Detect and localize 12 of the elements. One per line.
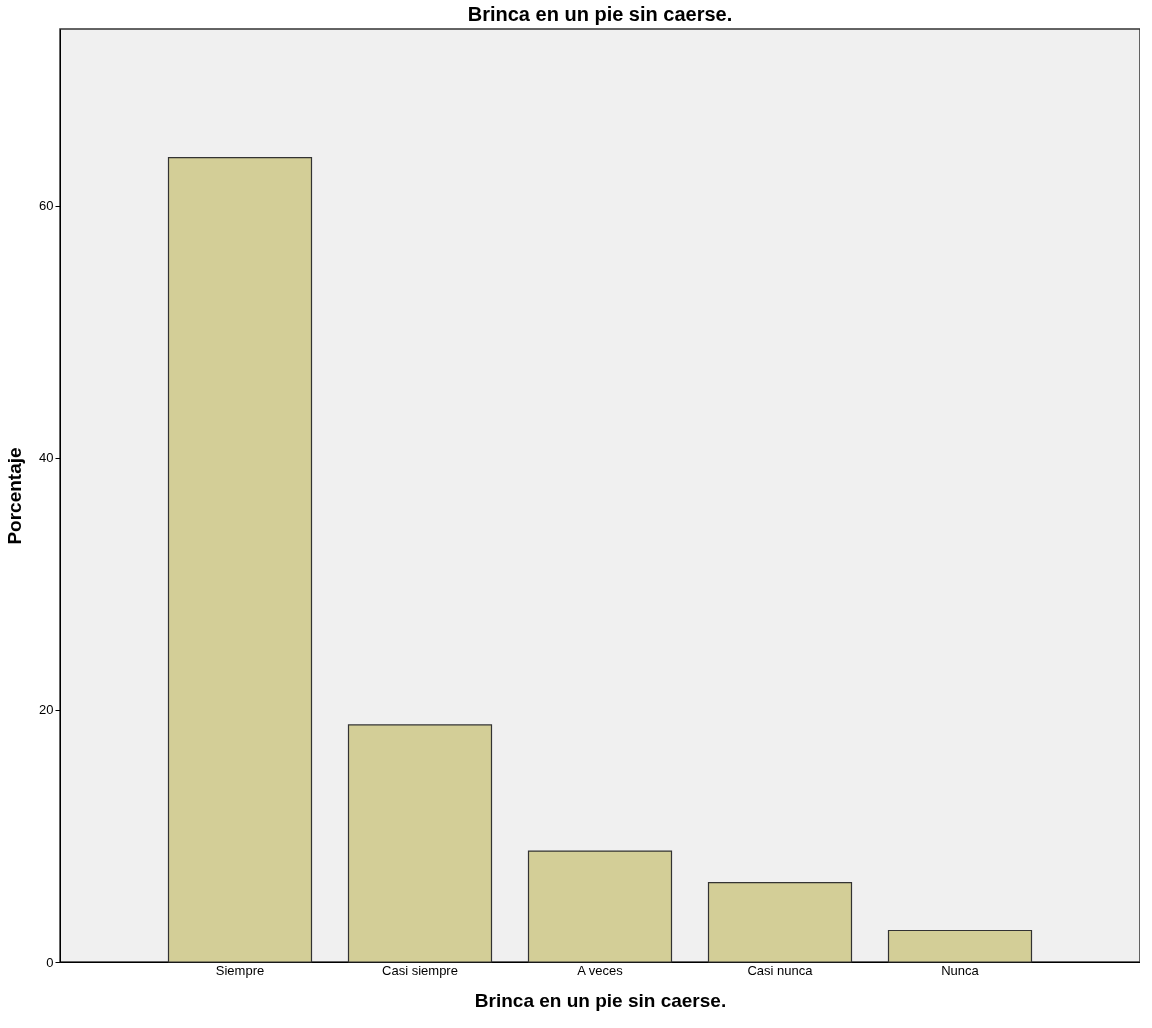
y-tick-label: 60: [39, 198, 54, 214]
x-tick-label: Siempre: [215, 962, 265, 978]
chart-title: Brinca en un pie sin caerse.: [467, 3, 733, 25]
y-tick-label: 0: [46, 954, 54, 970]
x-tick-label: A veces: [577, 962, 624, 978]
y-tick-label: 20: [39, 702, 54, 718]
x-axis-title: Brinca en un pie sin caerse.: [474, 989, 727, 1011]
x-tick-label: Casi siempre: [382, 962, 458, 978]
x-tick-label: Nunca: [941, 962, 980, 978]
y-tick-label: 40: [39, 450, 54, 466]
y-axis-title: Porcentaje: [4, 447, 26, 545]
x-tick-label: Casi nunca: [747, 962, 814, 978]
